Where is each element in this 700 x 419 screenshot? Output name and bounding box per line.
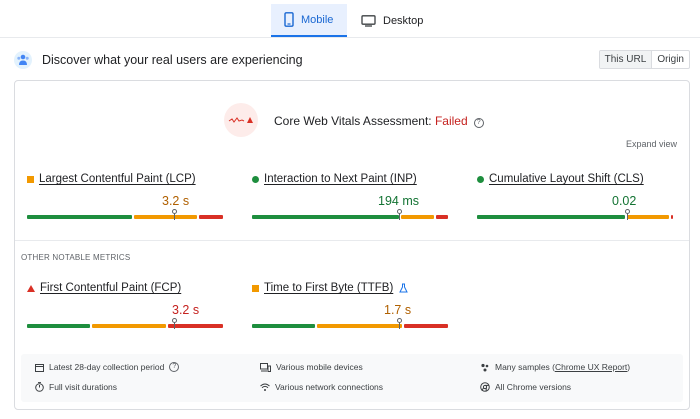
help-icon[interactable]: ? — [169, 362, 180, 372]
metric-cls: Cumulative Layout Shift (CLS) 0.02 — [477, 173, 675, 223]
bar-needs-improvement-segment — [627, 215, 670, 219]
needs-improvement-square-icon — [27, 175, 34, 183]
p75-marker — [171, 318, 177, 329]
samples-prefix: Many samples ( — [495, 362, 555, 372]
bar-good-segment — [27, 215, 132, 219]
metric-inp-bar — [252, 209, 450, 220]
visit-durations: Full visit durations — [35, 382, 117, 392]
metric-ttfb-bar — [252, 318, 450, 329]
data-info-panel: Latest 28-day collection period ? Full v… — [21, 354, 683, 402]
metric-lcp: Largest Contentful Paint (LCP) 3.2 s — [27, 173, 225, 223]
collection-period: Latest 28-day collection period ? — [35, 362, 180, 372]
metric-ttfb: Time to First Byte (TTFB) 1.7 s — [252, 282, 450, 332]
tab-desktop[interactable]: Desktop — [359, 4, 429, 37]
users-icon — [14, 51, 32, 69]
versions-info: All Chrome versions — [480, 382, 571, 392]
metric-ttfb-label: Time to First Byte (TTFB) — [264, 282, 394, 294]
other-metrics-heading: OTHER NOTABLE METRICS — [21, 253, 131, 262]
needs-improvement-square-icon — [252, 284, 259, 292]
tab-desktop-label: Desktop — [383, 14, 424, 27]
bar-good-segment — [252, 324, 316, 328]
devices-icon — [260, 362, 271, 372]
good-circle-icon — [252, 175, 259, 183]
network-info: Various network connections — [260, 382, 383, 392]
metric-fcp-label: First Contentful Paint (FCP) — [40, 282, 182, 294]
device-tabs: Mobile Desktop — [0, 0, 700, 38]
section-divider — [15, 240, 689, 241]
bar-needs-improvement-segment — [317, 324, 403, 328]
bar-good-segment — [477, 215, 626, 219]
metric-lcp-value: 3.2 s — [162, 194, 190, 208]
help-icon[interactable]: ? — [473, 118, 484, 128]
bar-good-segment — [252, 215, 399, 219]
tab-mobile-label: Mobile — [301, 13, 334, 26]
bar-poor-segment — [404, 324, 448, 328]
bar-poor-segment — [167, 324, 223, 328]
bar-poor-segment — [436, 215, 448, 219]
versions-text: All Chrome versions — [495, 382, 572, 392]
url-origin-toggle: This URL Origin — [598, 50, 690, 69]
metric-fcp-link[interactable]: First Contentful Paint (FCP) — [27, 282, 181, 294]
failed-badge — [224, 103, 258, 137]
bar-needs-improvement-segment — [400, 215, 435, 219]
bar-poor-segment — [671, 215, 674, 219]
origin-button[interactable]: Origin — [657, 54, 684, 65]
field-data-header: Discover what your real users are experi… — [14, 49, 690, 71]
bar-needs-improvement-segment — [92, 324, 166, 328]
chrome-icon — [480, 382, 490, 392]
bar-poor-segment — [199, 215, 223, 219]
metric-lcp-link[interactable]: Largest Contentful Paint (LCP) — [27, 173, 196, 185]
calendar-icon — [35, 363, 44, 372]
assessment-status: Failed — [434, 114, 468, 128]
assessment-prefix: Core Web Vitals Assessment: — [274, 114, 435, 128]
p75-marker — [625, 209, 631, 220]
metric-fcp-bar — [27, 318, 225, 329]
metric-fcp: First Contentful Paint (FCP) 3.2 s — [27, 282, 225, 332]
metric-inp-link[interactable]: Interaction to Next Paint (INP) — [252, 173, 417, 185]
good-circle-icon — [477, 175, 484, 183]
devices-text: Various mobile devices — [276, 362, 363, 372]
metric-cls-label: Cumulative Layout Shift (CLS) — [489, 173, 644, 185]
bar-needs-improvement-segment — [133, 215, 198, 219]
collection-period-text: Latest 28-day collection period — [49, 362, 165, 372]
samples-info: Many samples (Chrome UX Report) — [480, 362, 630, 372]
metric-cls-link[interactable]: Cumulative Layout Shift (CLS) — [477, 173, 644, 185]
field-data-title: Discover what your real users are experi… — [42, 53, 303, 67]
expand-view-link[interactable]: Expand view — [625, 139, 677, 149]
dots-icon — [481, 363, 489, 371]
metric-inp-value: 194 ms — [378, 194, 419, 208]
metric-cls-value: 0.02 — [612, 194, 637, 208]
assessment-text: Core Web Vitals Assessment: Failed? — [274, 114, 484, 128]
phone-icon — [284, 12, 294, 27]
failed-wave-icon — [228, 117, 253, 123]
network-text: Various network connections — [275, 382, 384, 392]
this-url-button[interactable]: This URL — [599, 51, 653, 68]
poor-triangle-icon — [27, 284, 35, 292]
p75-marker — [396, 318, 402, 329]
p75-marker — [396, 209, 402, 220]
metric-ttfb-link[interactable]: Time to First Byte (TTFB) — [252, 282, 409, 294]
assessment-row: Core Web Vitals Assessment: Failed? — [15, 103, 691, 139]
beaker-icon — [399, 283, 409, 293]
metric-inp-label: Interaction to Next Paint (INP) — [264, 173, 417, 185]
timer-icon — [35, 382, 44, 392]
metric-inp: Interaction to Next Paint (INP) 194 ms — [252, 173, 450, 223]
bar-good-segment — [27, 324, 91, 328]
metric-lcp-bar — [27, 209, 225, 220]
metric-ttfb-value: 1.7 s — [384, 303, 412, 317]
visit-durations-text: Full visit durations — [49, 382, 118, 392]
metric-cls-bar — [477, 209, 675, 220]
cwv-card: Core Web Vitals Assessment: Failed? Expa… — [14, 80, 690, 410]
wifi-icon — [260, 383, 270, 391]
p75-marker — [171, 209, 177, 220]
metric-lcp-label: Largest Contentful Paint (LCP) — [39, 173, 196, 185]
monitor-icon — [361, 14, 376, 27]
metric-fcp-value: 3.2 s — [172, 303, 200, 317]
samples-suffix: ) — [627, 362, 631, 372]
tab-mobile[interactable]: Mobile — [271, 4, 347, 37]
devices-info: Various mobile devices — [260, 362, 363, 372]
chrome-ux-report-link[interactable]: Chrome UX Report — [555, 362, 628, 372]
